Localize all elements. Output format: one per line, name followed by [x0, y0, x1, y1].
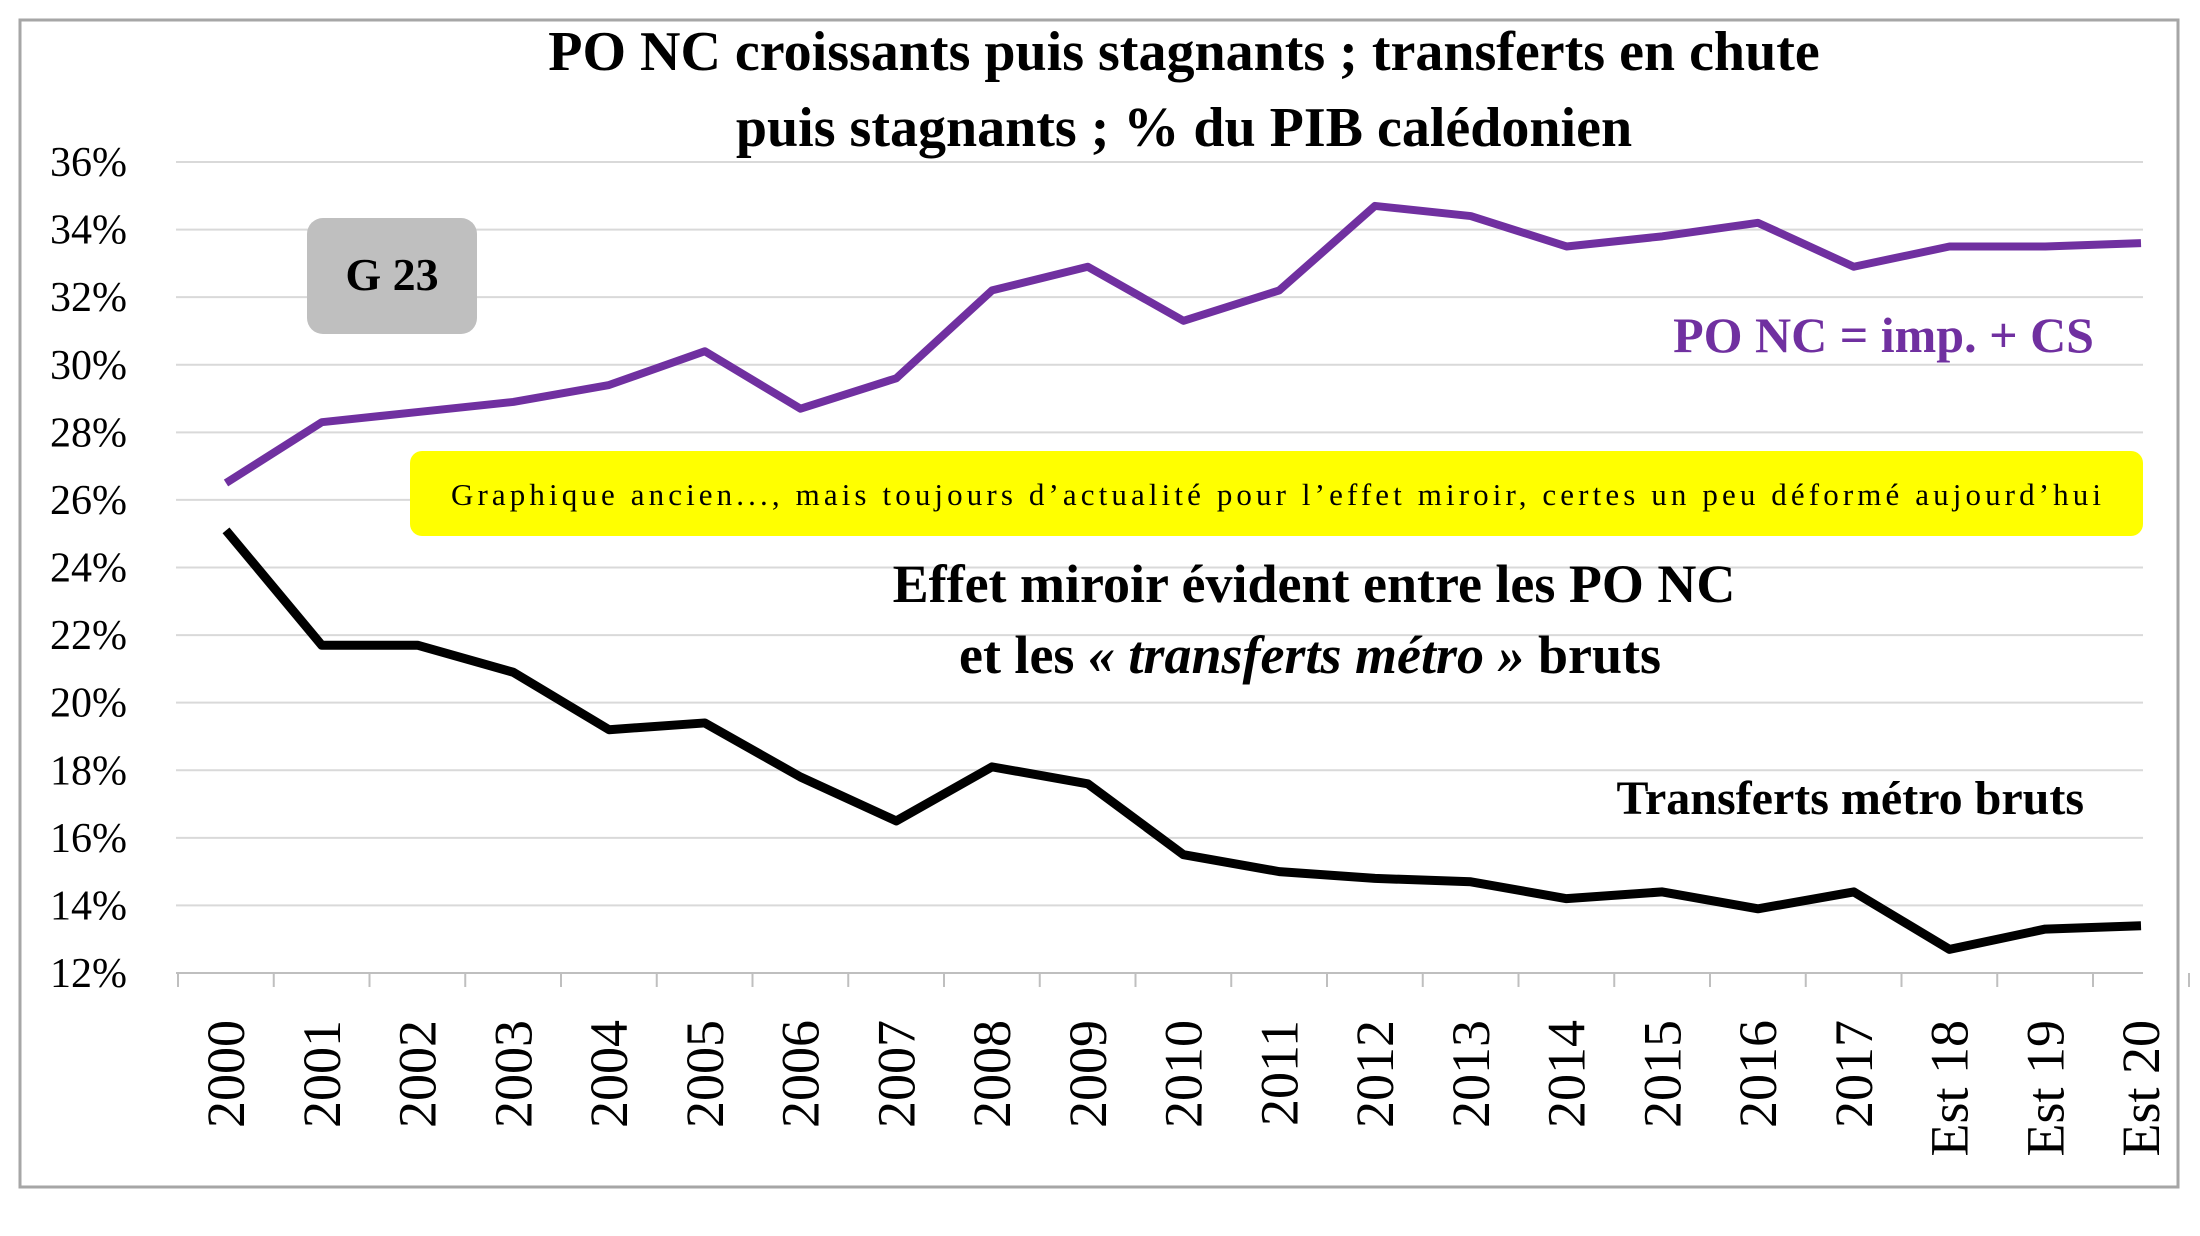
chart-title-line-1: PO NC croissants puis stagnants ; transf… [548, 21, 1819, 83]
legend-po-nc: PO NC = imp. + CS [1673, 307, 2094, 363]
gridlines [176, 161, 2143, 974]
y-tick-label: 24% [50, 546, 127, 592]
y-tick-label: 16% [50, 816, 127, 862]
x-tick-label: 2004 [579, 1020, 639, 1128]
annotation-line-1: Effet miroir évident entre les PO NC [893, 554, 1736, 614]
x-tick-label: 2009 [1058, 1020, 1118, 1128]
y-tick-label: 12% [50, 951, 127, 997]
x-tick-label: 2008 [962, 1020, 1022, 1128]
chart-frame [18, 18, 2180, 1189]
x-tick-label: 2005 [675, 1020, 735, 1128]
y-tick-label: 36% [50, 140, 127, 186]
x-tick-label: 2001 [292, 1020, 352, 1128]
x-tick-label: 2011 [1249, 1020, 1309, 1126]
y-tick-label: 20% [50, 681, 127, 727]
x-tick-label: Est 19 [2015, 1020, 2075, 1157]
x-tick-label: 2013 [1441, 1020, 1501, 1128]
x-tick-label: 2017 [1824, 1020, 1884, 1128]
x-tick-label: 2007 [866, 1020, 926, 1128]
badge [307, 218, 477, 334]
x-tick-label: Est 18 [1920, 1020, 1980, 1157]
legend-transferts: Transferts métro bruts [1617, 772, 2084, 825]
x-tick-label: 2006 [771, 1020, 831, 1128]
x-tick-label: 2000 [196, 1020, 256, 1128]
x-tick-label: 2002 [388, 1020, 448, 1128]
x-tick-label: 2012 [1345, 1020, 1405, 1128]
y-tick-label: 30% [50, 343, 127, 389]
y-tick-label: 22% [50, 613, 127, 659]
y-tick-label: 18% [50, 748, 127, 794]
y-axis-ticks: 12% 14% 16% 18% 20% 22% 24% 26% 28% 30% 32% 34% 36% [50, 140, 127, 997]
series-lines [222, 201, 2142, 954]
x-tick-label: 2003 [483, 1020, 543, 1128]
y-tick-label: 28% [50, 410, 127, 456]
note-text: Graphique ancien..., mais toujours d’act… [451, 477, 2101, 512]
chart-title-line-2: puis stagnants ; % du PIB calédonien [736, 97, 1632, 159]
note-box [410, 451, 2143, 536]
y-tick-label: 26% [50, 478, 127, 524]
y-tick-label: 34% [50, 208, 127, 254]
y-tick-label: 32% [50, 275, 127, 321]
x-tick-label: 2016 [1728, 1020, 1788, 1128]
x-tick-label: 2014 [1537, 1020, 1597, 1128]
annotation-line-2: et les « transferts métro » bruts [959, 625, 1661, 685]
badge-label: G 23 [345, 249, 438, 300]
x-tick-label: 2015 [1632, 1020, 1692, 1128]
x-tick-label: Est 20 [2111, 1020, 2171, 1157]
y-tick-label: 14% [50, 883, 127, 929]
x-axis-ticks: 2000 2001 2002 2003 2004 2005 2006 2007 2008 2009… [177, 973, 2190, 1157]
x-tick-label: 2010 [1154, 1020, 1214, 1128]
